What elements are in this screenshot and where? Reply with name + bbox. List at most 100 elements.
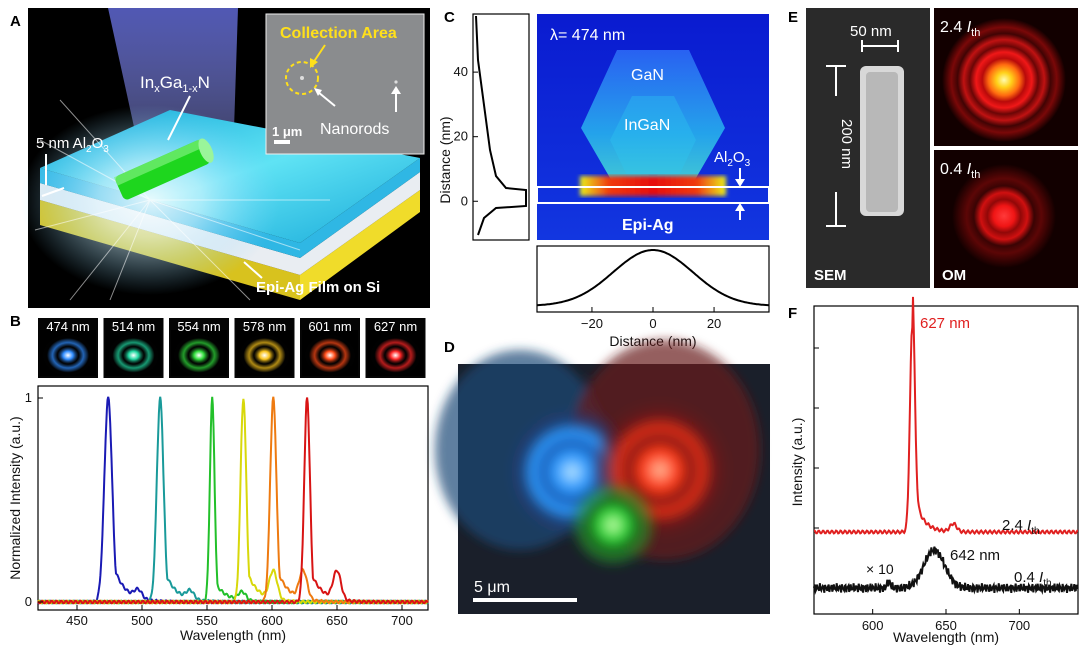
c-ytick-label-40: 40 xyxy=(454,64,468,79)
al2o3-gap xyxy=(536,186,770,204)
spectrum-578-nm xyxy=(37,398,429,605)
spectrum-627-nm xyxy=(37,397,429,605)
peak-642-label: 642 nm xyxy=(950,547,1000,564)
b-xtick-label-500: 500 xyxy=(131,613,153,628)
spot-4 xyxy=(302,330,358,376)
sem-inset xyxy=(265,13,425,155)
om-high-spot xyxy=(942,18,1066,142)
factor-label: × 10 xyxy=(866,561,894,577)
collection-area-label: Collection Area xyxy=(280,25,397,42)
b-xtick-label-650: 650 xyxy=(326,613,348,628)
spectrum-514-nm xyxy=(37,396,429,605)
spectrum-601-nm xyxy=(37,396,429,605)
green-mode xyxy=(568,480,658,570)
b-x-axis-title: Wavelength (nm) xyxy=(180,627,286,643)
panel-a: A Collection Area xyxy=(10,8,430,308)
horizontal-profile-curve xyxy=(536,249,770,307)
spot-5 xyxy=(367,330,424,376)
c-ytick-label-20: 20 xyxy=(454,129,468,144)
b-xtick-label-450: 450 xyxy=(66,613,88,628)
al2o3-thickness: 5 nm Al2O3 xyxy=(36,135,109,155)
om-low-label: 0.4 Ith xyxy=(940,161,980,181)
epi-ag-film xyxy=(40,172,420,275)
panel-c: C 0 20 40 Distance (nm) λ= 474 nm GaN InGa… xyxy=(437,9,770,349)
f-x-axis-title: Wavelength (nm) xyxy=(893,629,999,645)
spectrum-474-nm xyxy=(37,396,429,605)
collection-arrow xyxy=(312,44,326,64)
panel-c-label: C xyxy=(444,9,455,26)
emission-rays xyxy=(34,99,330,301)
spectrum-554-nm xyxy=(37,396,429,605)
al2o3-layer xyxy=(40,158,420,258)
c-y-axis-title: Distance (nm) xyxy=(437,116,453,203)
ingan-label: InGaN xyxy=(624,117,670,134)
om-high-label: 2.4 Ith xyxy=(940,19,980,39)
c-y-axis: 0 20 40 xyxy=(454,64,478,208)
epi-ag-label: Epi-Ag xyxy=(622,217,674,234)
om-label: OM xyxy=(942,267,966,284)
spot-3 xyxy=(236,330,293,376)
c-xtick-label-20: 20 xyxy=(707,316,721,331)
panel-b-label: B xyxy=(10,313,21,330)
spot-label-3: 578 nm xyxy=(243,319,286,334)
panel-f-label: F xyxy=(788,305,797,322)
ingan-formula: InxGa1-xN xyxy=(140,73,210,95)
b-xtick-label-600: 600 xyxy=(261,613,283,628)
b-ytick-label-0: 0 xyxy=(25,594,32,609)
panel-e: E 50 nm 200 nm SEM 2.4 Ith 0.4 Ith OM xyxy=(788,8,1078,288)
lambda-label: λ= 474 nm xyxy=(550,27,625,44)
spectra-chart: 450 500 550 600 650 700 0 1 Wavelength (nm) Norma… xyxy=(7,385,429,643)
spot-0 xyxy=(40,330,96,376)
d-scale-bar xyxy=(473,598,577,602)
f-xtick-label-700: 700 xyxy=(1008,618,1030,633)
panel-a-label: A xyxy=(10,13,21,30)
width-label: 50 nm xyxy=(850,23,892,40)
c-xtick-label-0: 0 xyxy=(649,316,656,331)
c-ytick-label-0: 0 xyxy=(461,193,468,208)
f-xtick-label-650: 650 xyxy=(935,618,957,633)
peak-627-label: 627 nm xyxy=(920,315,970,332)
c-al2o3-label: Al2O3 xyxy=(714,149,751,169)
spot-label-1: 514 nm xyxy=(112,319,155,334)
spectrum-high xyxy=(813,296,1079,536)
b-xtick-label-700: 700 xyxy=(391,613,413,628)
height-label: 200 nm xyxy=(838,119,855,169)
panel-e-label: E xyxy=(788,9,798,26)
om-low-spot xyxy=(952,164,1056,268)
panel-b: B 474 nm 514 nm 554 nm 578 nm 601 nm 627 nm 4… xyxy=(7,313,429,643)
f-y-axis-title: Intensity (a.u.) xyxy=(789,418,805,507)
nanorods-label: Nanorods xyxy=(320,121,389,138)
panel-d: D 5 μm xyxy=(435,339,770,614)
ingan-hexagon xyxy=(610,96,696,186)
panel-d-label: D xyxy=(444,339,455,356)
inset-scale-bar xyxy=(274,140,290,144)
spectrum-low xyxy=(813,546,1079,595)
b-ytick-label-1: 1 xyxy=(25,390,32,405)
spot-2 xyxy=(171,330,227,376)
inset-scale-text: 1 μm xyxy=(272,124,302,139)
collection-area-circle xyxy=(285,61,319,95)
spot-row: 474 nm 514 nm 554 nm 578 nm 601 nm 627 nm xyxy=(38,318,426,378)
b-plot-frame xyxy=(37,385,429,611)
sem-label: SEM xyxy=(814,267,847,284)
b-y-axis-title: Normalized Intensity (a.u.) xyxy=(7,416,23,579)
b-xtick-label-550: 550 xyxy=(196,613,218,628)
horizontal-profile-box xyxy=(536,245,770,313)
nanorod xyxy=(114,138,214,200)
gan-hexagon xyxy=(581,50,725,190)
panel-f: F 600 650 700 627 nm 642 nm × 10 2.4 Ith 0… xyxy=(788,296,1079,645)
spot-1 xyxy=(105,330,162,376)
gan-label: GaN xyxy=(631,67,664,84)
d-scale-text: 5 μm xyxy=(474,579,510,596)
spot-label-0: 474 nm xyxy=(46,319,89,334)
f-low-label: 0.4 Ith xyxy=(1014,569,1052,589)
threshold-spectra: 600 650 700 xyxy=(813,296,1079,633)
c-x-axis: −20 0 20 xyxy=(581,307,721,331)
spot-label-2: 554 nm xyxy=(177,319,220,334)
spot-label-4: 601 nm xyxy=(308,319,351,334)
c-xtick-label--20: −20 xyxy=(581,316,603,331)
vertical-profile-curve xyxy=(475,15,527,236)
vertical-profile-box xyxy=(472,13,530,241)
f-high-label: 2.4 Ith xyxy=(1002,517,1040,537)
